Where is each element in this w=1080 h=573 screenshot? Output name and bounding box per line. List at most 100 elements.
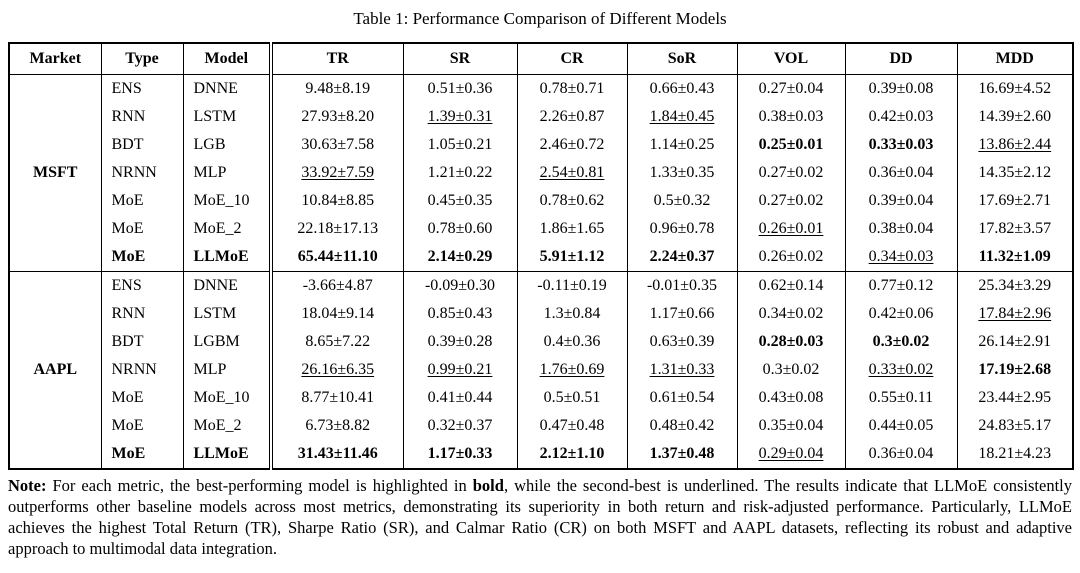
metric-cell: 0.33±0.02 bbox=[845, 356, 958, 384]
model-cell: MLP bbox=[183, 356, 273, 384]
type-cell: BDT bbox=[101, 131, 184, 159]
metric-cell: 0.99±0.21 bbox=[403, 356, 518, 384]
metric-cell: 0.35±0.04 bbox=[737, 412, 846, 440]
metric-cell: 0.32±0.37 bbox=[403, 412, 518, 440]
header-row: Market Type Model TR SR CR SoR VOL DD MDD bbox=[9, 43, 1073, 75]
metric-cell: 0.34±0.02 bbox=[737, 300, 846, 328]
type-cell: MoE bbox=[101, 187, 184, 215]
metric-cell: 2.14±0.29 bbox=[403, 243, 518, 272]
column-header-type: Type bbox=[101, 43, 184, 75]
metric-cell: 17.69±2.71 bbox=[978, 192, 1052, 209]
metric-cell: -0.09±0.30 bbox=[403, 271, 518, 300]
metric-cell: 0.5±0.51 bbox=[517, 384, 628, 412]
performance-table: Market Type Model TR SR CR SoR VOL DD MDD MSFT ENS… bbox=[8, 42, 1074, 470]
table-note: Note: For each metric, the best-performi… bbox=[8, 475, 1072, 559]
metric-cell: 0.38±0.04 bbox=[845, 215, 958, 243]
metric-cell: 9.48±8.19 bbox=[271, 74, 404, 103]
metric-cell: -0.01±0.35 bbox=[627, 271, 738, 300]
model-cell: LLMoE bbox=[183, 243, 273, 272]
table-row: NRNN MLP 26.16±6.35 0.99±0.21 1.76±0.69 1.31±… bbox=[9, 356, 1073, 384]
metric-cell: 1.17±0.33 bbox=[403, 440, 518, 469]
type-cell: MoE bbox=[101, 384, 184, 412]
column-header-tr: TR bbox=[271, 43, 404, 75]
type-cell: ENS bbox=[101, 74, 184, 103]
metric-cell: 17.19±2.68 bbox=[978, 361, 1052, 378]
metric-cell: 2.46±0.72 bbox=[517, 131, 628, 159]
metric-cell: 6.73±8.82 bbox=[271, 412, 404, 440]
model-cell: LGBM bbox=[183, 328, 273, 356]
model-cell: MoE_2 bbox=[183, 215, 273, 243]
metric-cell: -0.11±0.19 bbox=[517, 271, 628, 300]
metric-cell: 0.5±0.32 bbox=[627, 187, 738, 215]
metric-cell: -3.66±4.87 bbox=[271, 271, 404, 300]
type-cell: RNN bbox=[101, 300, 184, 328]
table-header: Market Type Model TR SR CR SoR VOL DD MDD bbox=[9, 43, 1073, 75]
metric-cell: 11.32±1.09 bbox=[978, 248, 1051, 265]
metric-cell: 1.14±0.25 bbox=[627, 131, 738, 159]
metric-cell: 0.43±0.08 bbox=[737, 384, 846, 412]
type-cell: MoE bbox=[101, 243, 184, 272]
metric-cell: 0.25±0.01 bbox=[737, 131, 846, 159]
metric-cell: 0.48±0.42 bbox=[627, 412, 738, 440]
metric-cell: 14.35±2.12 bbox=[978, 164, 1052, 181]
type-cell: MoE bbox=[101, 215, 184, 243]
column-header-mdd: MDD bbox=[957, 43, 1073, 75]
metric-cell: 0.3±0.02 bbox=[845, 328, 958, 356]
note-text: For each metric, the best-performing mod… bbox=[46, 476, 473, 495]
metric-cell: 1.76±0.69 bbox=[517, 356, 628, 384]
metric-cell: 0.77±0.12 bbox=[845, 271, 958, 300]
metric-cell: 10.84±8.85 bbox=[271, 187, 404, 215]
metric-cell: 5.91±1.12 bbox=[517, 243, 628, 272]
metric-cell: 0.61±0.54 bbox=[627, 384, 738, 412]
metric-cell: 0.39±0.04 bbox=[845, 187, 958, 215]
metric-cell: 0.85±0.43 bbox=[403, 300, 518, 328]
type-cell: RNN bbox=[101, 103, 184, 131]
note-bold-text: bold bbox=[472, 476, 504, 495]
metric-cell: 33.92±7.59 bbox=[271, 159, 404, 187]
table-row: MoE MoE_2 6.73±8.82 0.32±0.37 0.47±0.48 0.48±… bbox=[9, 412, 1073, 440]
metric-cell: 0.55±0.11 bbox=[845, 384, 958, 412]
type-cell: MoE bbox=[101, 412, 184, 440]
metric-cell: 2.26±0.87 bbox=[517, 103, 628, 131]
metric-cell: 0.39±0.08 bbox=[845, 74, 958, 103]
model-cell: MoE_2 bbox=[183, 412, 273, 440]
metric-cell: 0.78±0.71 bbox=[517, 74, 628, 103]
table-row: BDT LGBM 8.65±7.22 0.39±0.28 0.4±0.36 0.63±0.… bbox=[9, 328, 1073, 356]
metric-cell: 26.14±2.91 bbox=[978, 333, 1052, 350]
metric-cell: 13.86±2.44 bbox=[978, 136, 1052, 153]
column-header-sor: SoR bbox=[627, 43, 738, 75]
table-row: MoE LLMoE 31.43±11.46 1.17±0.33 2.12±1.10 1.3… bbox=[9, 440, 1073, 469]
model-cell: LGB bbox=[183, 131, 273, 159]
table-row: BDT LGB 30.63±7.58 1.05±0.21 2.46±0.72 1.14±0… bbox=[9, 131, 1073, 159]
metric-cell: 25.34±3.29 bbox=[957, 271, 1073, 300]
metric-cell: 0.3±0.02 bbox=[737, 356, 846, 384]
column-header-dd: DD bbox=[845, 43, 958, 75]
table-row: NRNN MLP 33.92±7.59 1.21±0.22 2.54±0.81 1.33±… bbox=[9, 159, 1073, 187]
model-cell: LSTM bbox=[183, 103, 273, 131]
metric-cell: 0.47±0.48 bbox=[517, 412, 628, 440]
metric-cell: 0.27±0.02 bbox=[737, 187, 846, 215]
metric-cell: 0.33±0.03 bbox=[845, 131, 958, 159]
model-cell: DNNE bbox=[183, 271, 273, 300]
metric-cell: 18.21±4.23 bbox=[978, 445, 1052, 462]
metric-cell: 1.86±1.65 bbox=[517, 215, 628, 243]
table-row: MoE MoE_10 8.77±10.41 0.41±0.44 0.5±0.51 0.61… bbox=[9, 384, 1073, 412]
metric-cell: 0.26±0.02 bbox=[737, 243, 846, 272]
metric-cell: 0.36±0.04 bbox=[845, 159, 958, 187]
metric-cell: 0.4±0.36 bbox=[517, 328, 628, 356]
metric-cell: 1.31±0.33 bbox=[627, 356, 738, 384]
model-cell: MoE_10 bbox=[183, 187, 273, 215]
metric-cell: 0.51±0.36 bbox=[403, 74, 518, 103]
metric-cell: 65.44±11.10 bbox=[271, 243, 404, 272]
metric-cell: 23.44±2.95 bbox=[978, 389, 1052, 406]
column-header-vol: VOL bbox=[737, 43, 846, 75]
metric-cell: 0.34±0.03 bbox=[845, 243, 958, 272]
metric-cell: 0.45±0.35 bbox=[403, 187, 518, 215]
metric-cell: 0.66±0.43 bbox=[627, 74, 738, 103]
metric-cell: 16.69±4.52 bbox=[978, 80, 1052, 97]
column-header-cr: CR bbox=[517, 43, 628, 75]
metric-cell: 0.27±0.04 bbox=[737, 74, 846, 103]
metric-cell: 31.43±11.46 bbox=[271, 440, 404, 469]
metric-cell: 0.78±0.60 bbox=[403, 215, 518, 243]
metric-cell: 2.54±0.81 bbox=[517, 159, 628, 187]
